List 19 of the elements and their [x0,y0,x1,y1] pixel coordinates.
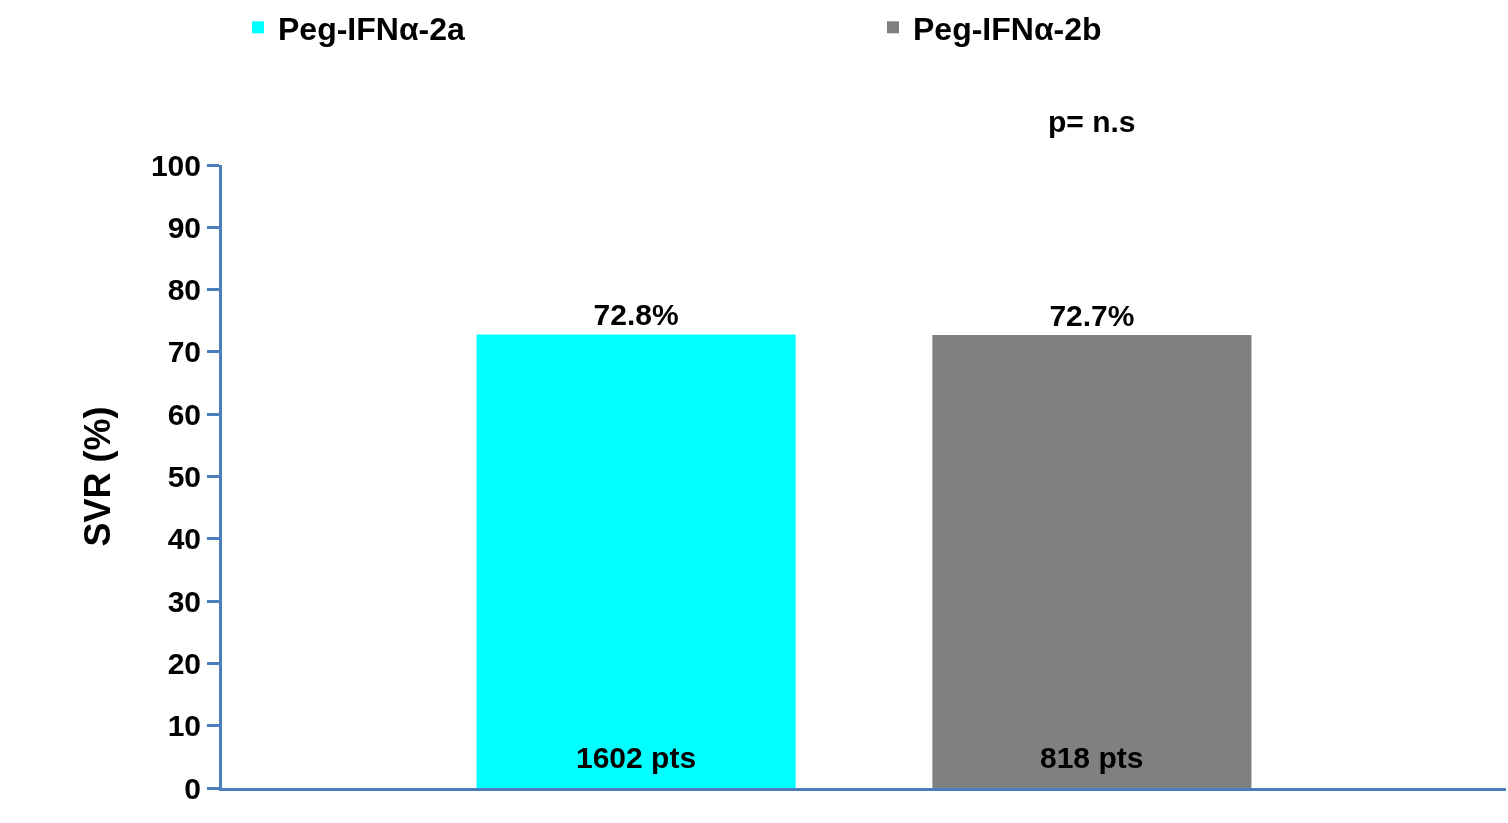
y-tick-label: 70 [167,335,201,369]
y-tick-label: 40 [167,522,201,556]
y-tick-label: 10 [167,709,201,743]
annotation: 818 pts [1040,741,1144,774]
y-tick-label: 20 [167,646,201,680]
data-label: 72.7% [1049,299,1135,333]
data-label: 72.8% [593,298,679,332]
text: p= n.s [1048,105,1136,138]
y-tick-label: 90 [167,210,201,244]
y-axis-title: SVR (%) [76,406,118,547]
y-tick-label: 0 [184,771,201,805]
y-tick-label: 100 [150,148,201,182]
y-tick-label: 60 [167,397,201,431]
legend-label: Peg-IFNα-2b [913,10,1102,47]
y-tick-label: 80 [167,273,201,307]
y-tick-label: 30 [167,584,201,618]
y-tick-label: 50 [167,460,201,493]
annotation: 1602 pts [576,741,697,774]
legend-label: Peg-IFNα-2a [278,10,466,47]
